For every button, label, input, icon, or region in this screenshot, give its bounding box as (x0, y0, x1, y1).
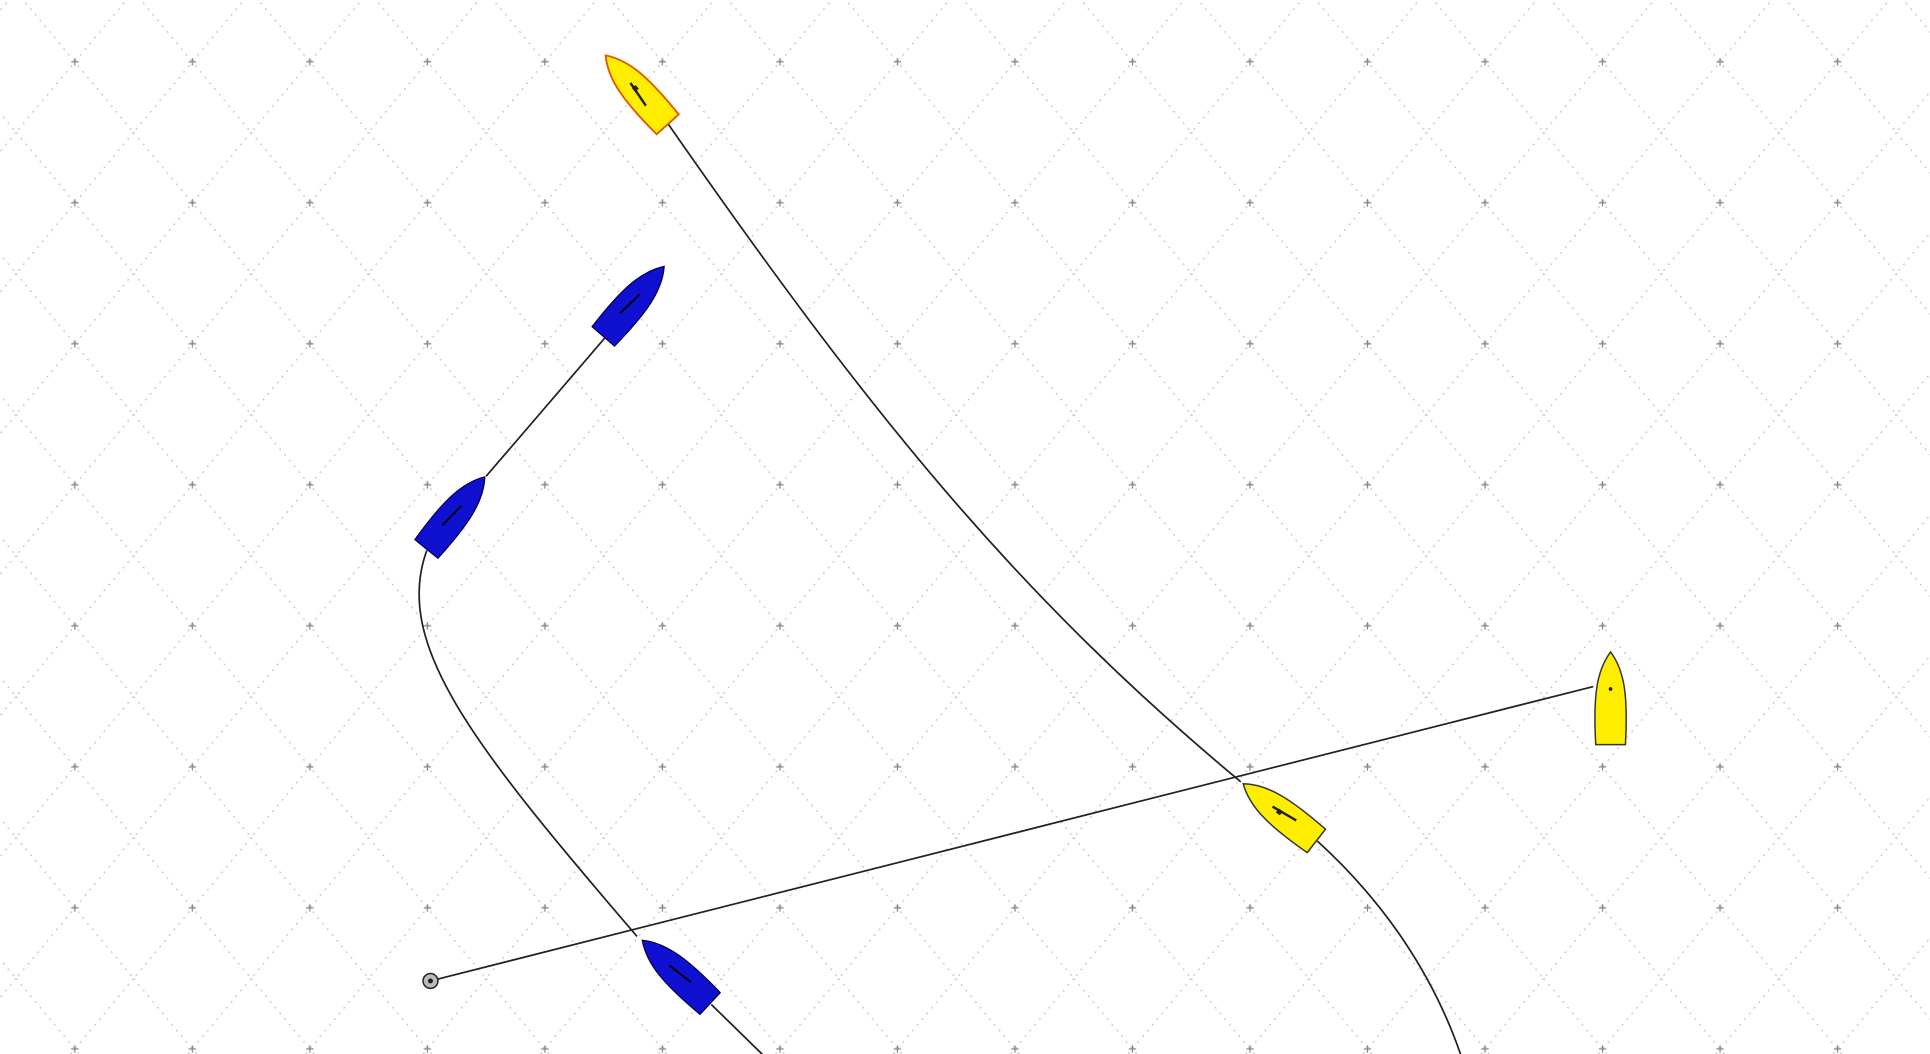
start-line (430, 685, 1594, 982)
blue-boat (590, 255, 677, 348)
yellow-track (1316, 840, 1462, 1054)
blue-boat (413, 466, 498, 560)
blue-boat (630, 928, 722, 1016)
yellow-boat (593, 43, 681, 136)
blue-track (710, 1003, 764, 1054)
mark (422, 972, 439, 990)
yellow-track (667, 123, 1242, 783)
blue-track (485, 335, 607, 477)
yellow-boat (1594, 651, 1627, 746)
blue-track (418, 550, 638, 937)
yellow-boat (1232, 770, 1327, 854)
